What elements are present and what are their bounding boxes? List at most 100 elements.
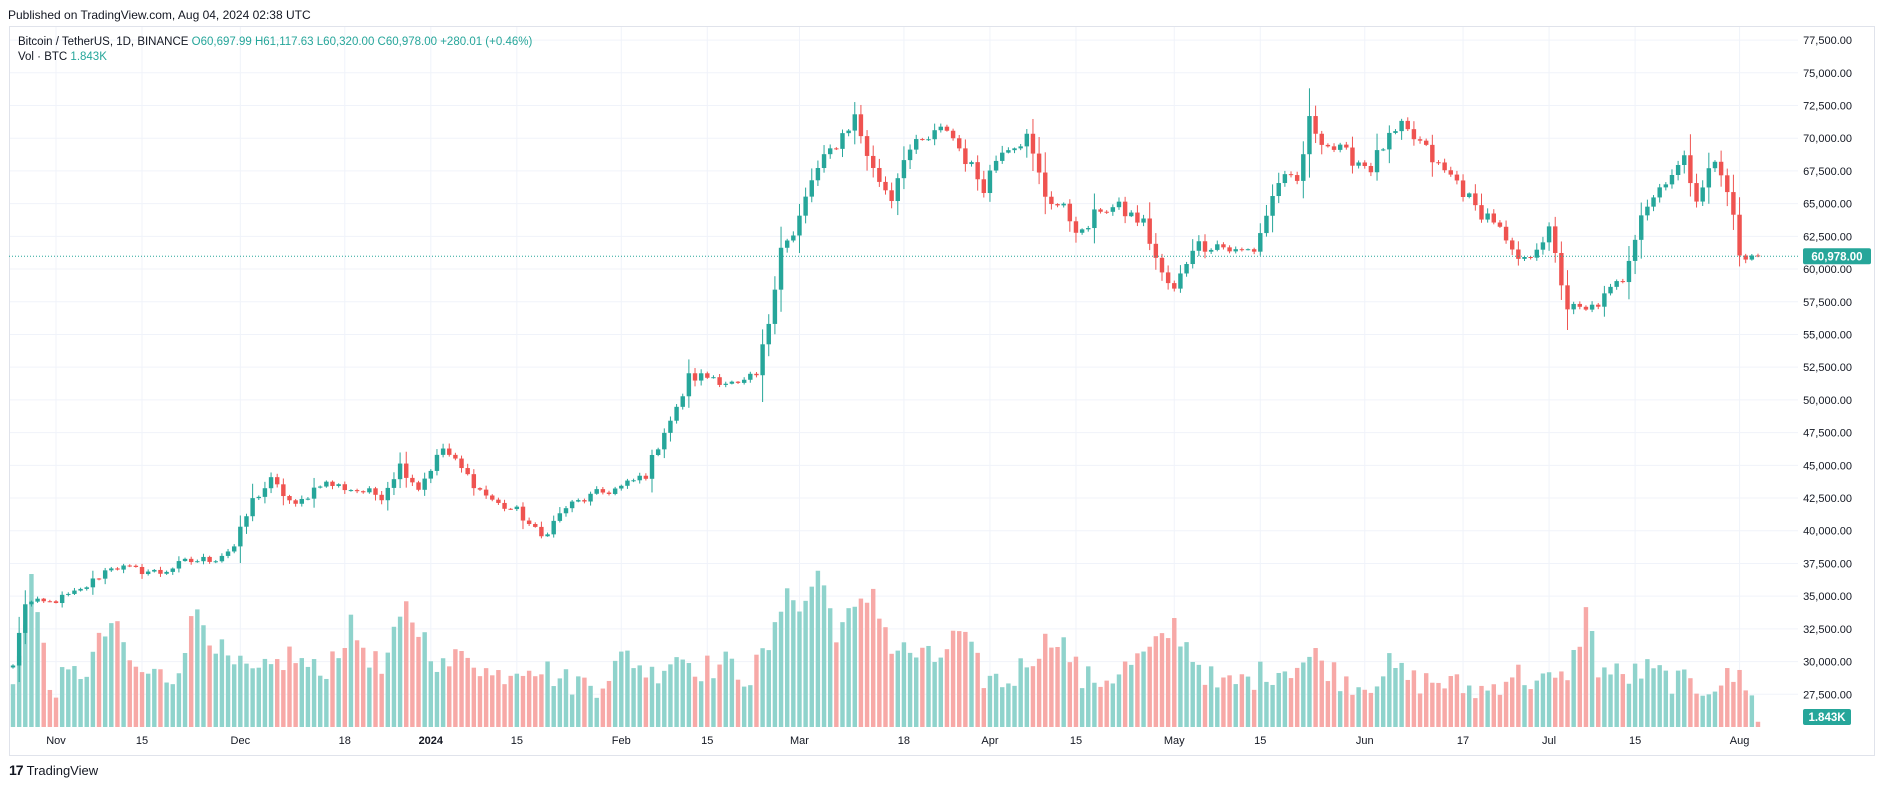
candle-body <box>748 373 753 380</box>
candle-body <box>1227 247 1232 252</box>
volume-bar <box>127 660 132 727</box>
volume-bar <box>741 686 747 727</box>
candle-body <box>576 500 581 502</box>
volume-bar <box>944 649 950 727</box>
volume-bar <box>348 614 354 727</box>
candle-body <box>760 344 765 376</box>
candle-body <box>526 520 532 525</box>
volume-bar <box>1553 677 1558 727</box>
candle-body <box>10 665 16 668</box>
candle-body <box>1030 133 1036 154</box>
candle-body <box>1270 196 1275 216</box>
volume-bar <box>864 602 870 727</box>
volume-bar <box>324 678 329 727</box>
candle-body <box>1313 116 1318 134</box>
candle-body <box>557 513 563 521</box>
candle-body <box>1221 244 1226 248</box>
candle-body <box>920 139 925 141</box>
volume-bar <box>926 645 931 727</box>
candle-body <box>1276 183 1281 197</box>
last-price-badge-bg <box>1803 248 1871 265</box>
x-axis: Nov 15 Dec 18 2024 15 Feb 15 Mar 18 Apr 15 May 15 Jun 1… <box>46 735 1749 747</box>
y-tick-label: 42,500.00 <box>1803 493 1852 505</box>
candle-body <box>1393 131 1398 133</box>
volume-bar <box>1153 636 1159 727</box>
volume-bar <box>975 652 980 727</box>
x-tick-label: 2024 <box>419 735 444 747</box>
volume-bar <box>1497 694 1503 727</box>
volume-bar <box>1227 675 1232 727</box>
y-tick-label: 52,500.00 <box>1803 362 1852 374</box>
candle-body <box>1510 240 1515 250</box>
candle-body <box>176 561 182 569</box>
candle-body <box>717 377 722 385</box>
legend-low: L60,320.00 <box>316 36 375 48</box>
candle-body <box>508 508 513 510</box>
candle-body <box>907 149 913 161</box>
y-tick-label: 40,000.00 <box>1803 526 1852 538</box>
volume-bar <box>1528 689 1533 727</box>
candle-body <box>1466 193 1472 197</box>
volume-bar <box>41 642 46 727</box>
legend-volume-row: Vol · BTC 1.843K <box>18 50 532 65</box>
volume-bar <box>563 669 569 727</box>
volume-bar <box>1473 698 1478 727</box>
volume-bar <box>1184 642 1189 727</box>
volume-bar <box>907 652 913 727</box>
volume-bar <box>588 685 593 727</box>
volume-bar <box>1086 666 1091 727</box>
candle-body <box>668 420 673 433</box>
candle-body <box>318 486 323 488</box>
candle-body <box>889 190 894 202</box>
candle-body <box>840 133 845 149</box>
x-tick-label: 17 <box>1457 735 1469 747</box>
volume-bar <box>231 664 237 727</box>
volume-bar <box>840 622 845 727</box>
tradingview-brand[interactable]: 17 TradingView <box>9 762 98 778</box>
candle-body <box>145 571 151 575</box>
candle-body <box>1688 155 1693 184</box>
volume-bar <box>459 650 464 727</box>
volume-bar <box>1233 684 1238 727</box>
candle-body <box>1000 152 1005 161</box>
volume-bar <box>188 616 194 727</box>
candle-body <box>582 500 587 502</box>
volume-bar <box>201 625 206 727</box>
volume-bar <box>1442 688 1447 727</box>
candle-body <box>877 167 882 182</box>
volume-bar <box>330 651 335 727</box>
volume-bar <box>1725 668 1730 727</box>
volume-bar <box>619 651 624 727</box>
volume-bar <box>422 632 427 727</box>
candle-body <box>729 381 735 384</box>
y-tick-label: 30,000.00 <box>1803 657 1852 669</box>
y-tick-label: 67,500.00 <box>1803 166 1852 178</box>
volume-bar <box>305 666 311 727</box>
volume-bar <box>803 600 808 727</box>
volume-bar <box>207 645 212 727</box>
candle-body <box>1485 213 1490 220</box>
volume-bar <box>1669 693 1675 727</box>
candle-body <box>1651 197 1656 207</box>
volume-bar <box>895 650 900 727</box>
volume-bar <box>778 611 784 727</box>
volume-bar <box>1380 676 1386 727</box>
volume-bar <box>539 674 544 727</box>
candle-body <box>195 561 200 563</box>
candle-body <box>158 569 163 574</box>
volume-bar <box>1393 667 1398 727</box>
candle-body <box>1288 174 1294 176</box>
candle-body <box>1417 139 1423 141</box>
volume-bar <box>1510 677 1515 727</box>
volume-bar <box>1436 682 1441 727</box>
candle-body <box>1202 241 1208 252</box>
candle-body <box>1546 226 1552 243</box>
candle-body <box>533 524 538 527</box>
candle-body <box>895 178 900 202</box>
candle-body <box>465 468 470 475</box>
volume-bar <box>1694 693 1699 727</box>
candle-body <box>901 160 907 179</box>
candles <box>10 88 1761 683</box>
volume-bar <box>102 636 108 727</box>
